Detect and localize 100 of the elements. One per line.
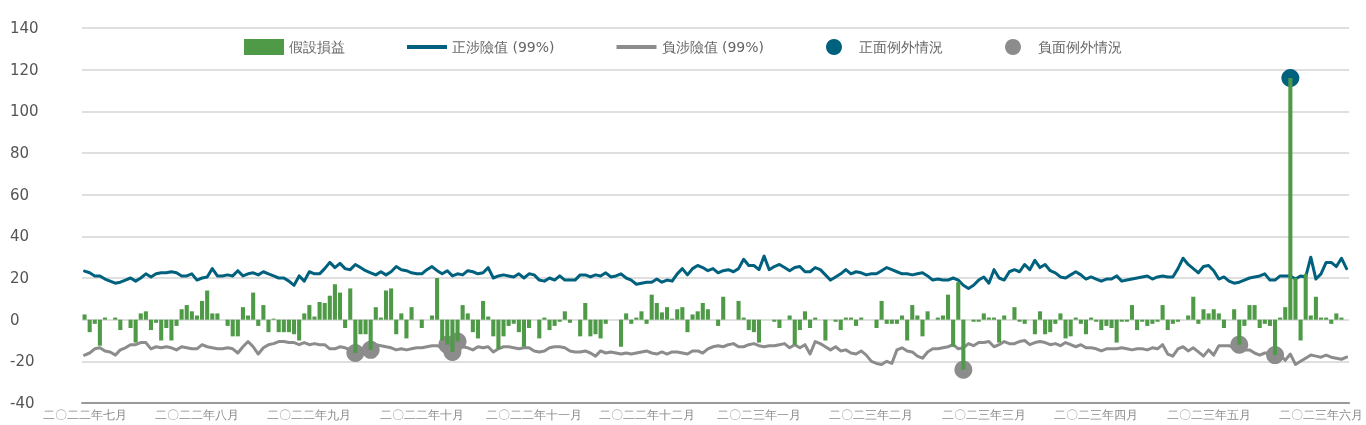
bar [838,319,843,331]
x-tick-label: 二〇二二年九月 [267,408,352,422]
x-tick-label: 二〇二三年四月 [1054,408,1139,422]
bar [1037,311,1043,320]
bar [1272,319,1278,356]
bar [823,319,828,341]
bar [1196,319,1201,324]
y-tick-label: 40 [10,227,30,246]
legend-label: 負涉險值 (99%) [661,39,764,55]
y-tick-label: 140 [10,19,39,37]
bar [997,319,1002,343]
bar [1334,313,1339,320]
bar [1032,319,1037,335]
bar [910,305,915,320]
x-tick-label: 二〇二三年五月 [1166,408,1251,422]
y-tick-label: 100 [10,102,39,121]
bar [1068,319,1073,337]
bar [1216,313,1221,320]
bar [874,319,879,328]
bar [951,319,956,347]
bar [1237,319,1242,345]
bar [1135,319,1140,331]
y-tick-label: 80 [10,144,30,162]
bar [808,319,813,328]
y-tick-label: 20 [10,269,30,287]
bar [419,319,424,328]
bar [404,319,409,339]
bar [756,319,762,343]
bar [475,319,481,339]
bar [481,300,486,320]
bar [925,311,930,320]
bar [567,319,572,323]
y-tick-label: -20 [10,352,35,371]
bar [266,319,271,333]
x-tick-label: 二〇二三年三月 [941,408,1026,422]
bar [1221,319,1226,328]
bar [854,319,859,326]
bar [399,313,404,320]
bar [905,319,910,341]
bar [118,319,123,331]
bar [618,319,624,347]
bar [1012,307,1017,320]
x-tick-label: 二〇二三年二月 [829,408,914,422]
bar [143,311,148,320]
bar [562,311,567,320]
y-tick-label: 0 [10,310,20,329]
bar [148,319,154,331]
bar [82,314,87,320]
bar [537,319,542,339]
legend-label: 正涉險值 (99%) [452,39,555,55]
bar [945,294,951,320]
bar [348,288,353,320]
bar [368,319,373,350]
bar [721,296,726,320]
bar [900,315,905,320]
bar [716,319,721,326]
bar [1232,309,1237,320]
x-tick-label: 二〇二二年十二月 [598,408,695,422]
bar [894,319,899,324]
bar [1160,305,1165,320]
bar [802,311,808,320]
bar [343,319,348,328]
bar [961,319,966,370]
bar [261,305,266,320]
bar [1083,319,1089,335]
y-tick-label: 120 [10,60,39,79]
bar [578,319,583,337]
bar [583,303,588,320]
bar [383,290,389,320]
bar [1129,305,1135,320]
bar [235,319,240,337]
x-tick-label: 二〇二二年十月 [379,408,464,422]
bar [956,282,961,320]
x-tick-label: 二〇二三年六月 [1279,408,1364,422]
bar [256,319,261,326]
bar [409,307,414,320]
y-tick-label: -40 [10,394,35,412]
bar [1058,313,1063,320]
bar [624,313,629,320]
bar [644,319,649,324]
bar [1329,319,1334,324]
bar [879,300,884,320]
bar [920,319,925,337]
x-tick-label: 二〇二二年八月 [154,408,239,422]
bar [629,319,634,324]
bar [1298,319,1303,341]
line-series [83,254,1349,290]
legend-label: 負面例外情況 [1037,39,1122,55]
bar [787,315,792,320]
bar [1022,319,1027,324]
y-tick-label: 60 [10,185,30,204]
bar [97,319,102,346]
legend-label: 正面例外情況 [858,39,943,55]
bar [394,319,399,335]
bar [1002,315,1007,320]
bar [685,319,690,333]
x-tick-label: 二〇二二年七月 [42,408,127,422]
bar [440,319,445,341]
bar [1043,319,1048,335]
legend-label: 假設損益 [289,39,346,55]
